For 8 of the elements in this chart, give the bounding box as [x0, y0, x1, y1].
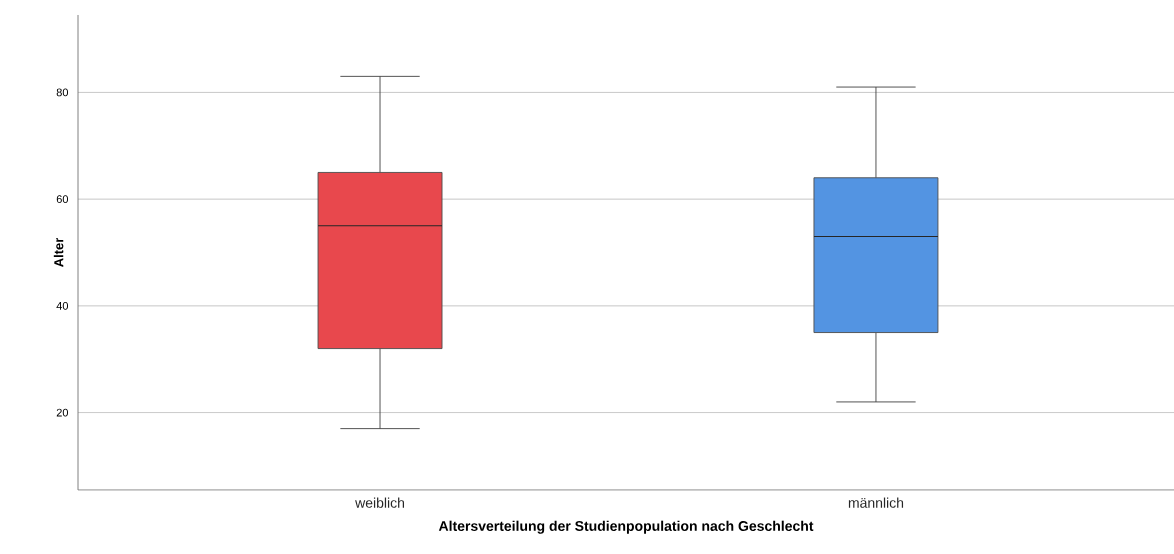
- y-axis-title: Alter: [53, 237, 64, 267]
- y-tick-label: 60: [56, 195, 69, 204]
- y-tick-label: 20: [56, 408, 69, 417]
- y-tick-label: 80: [56, 88, 69, 97]
- x-tick-label: weiblich: [355, 497, 405, 508]
- x-tick-label: männlich: [848, 497, 904, 508]
- x-axis-title: Altersverteilung der Studienpopulation nach Geschlecht: [438, 520, 814, 534]
- y-tick-label: 40: [56, 301, 69, 310]
